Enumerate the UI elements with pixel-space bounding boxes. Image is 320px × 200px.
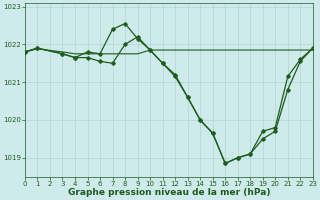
- X-axis label: Graphe pression niveau de la mer (hPa): Graphe pression niveau de la mer (hPa): [68, 188, 270, 197]
